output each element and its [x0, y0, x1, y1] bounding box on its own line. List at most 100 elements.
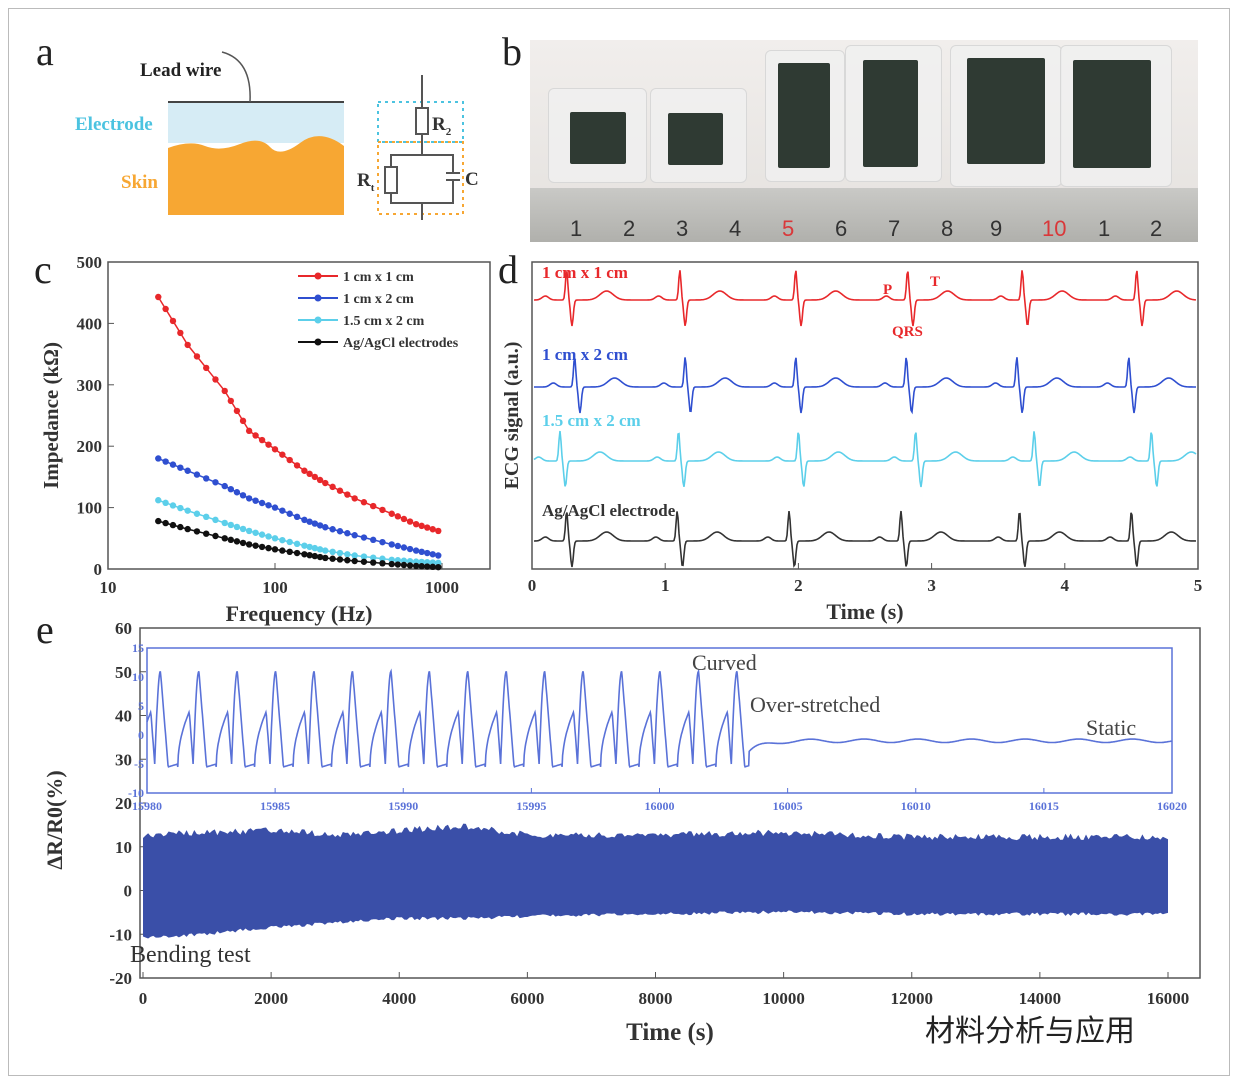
data-point	[351, 552, 358, 559]
data-point	[360, 558, 368, 565]
x-tick-label: 4000	[382, 989, 416, 1008]
data-point	[265, 544, 272, 552]
legend-label: 1 cm x 1 cm	[343, 270, 414, 285]
annotation-t: T	[930, 274, 940, 290]
data-point	[329, 526, 336, 533]
y-tick-label: 100	[77, 499, 103, 518]
data-point	[293, 549, 301, 557]
legend-label: Ag/AgCl electrodes	[343, 336, 459, 351]
electrode-pad-1.5x2	[1073, 60, 1151, 168]
data-point	[394, 561, 402, 568]
data-point	[370, 559, 377, 566]
data-point	[306, 518, 313, 525]
data-point	[400, 561, 408, 569]
legend-marker	[314, 272, 322, 280]
data-point	[233, 523, 241, 531]
plot-frame	[107, 261, 491, 570]
ruler-number: 5	[782, 216, 795, 241]
data-point	[162, 499, 169, 507]
data-point	[271, 546, 279, 553]
ecg-trace-2	[533, 430, 1197, 488]
data-point	[239, 525, 247, 533]
ruler-number: 8	[941, 216, 954, 241]
inset-y-tick-label: 15	[132, 641, 144, 655]
data-point	[271, 504, 279, 511]
data-point	[311, 473, 319, 481]
data-point	[293, 540, 301, 548]
inset-signal	[146, 668, 1172, 768]
data-point	[316, 546, 324, 553]
panel-label-c: c	[34, 247, 52, 292]
data-point	[203, 475, 210, 482]
y-tick-label: 400	[77, 314, 103, 333]
data-point	[252, 542, 259, 549]
ruler-number: 3	[676, 216, 689, 241]
data-point	[212, 376, 219, 383]
data-point	[400, 544, 408, 551]
data-point	[322, 554, 329, 562]
watermark: 材料分析与应用	[925, 1014, 1135, 1049]
svg-text:Rt: Rt	[357, 170, 375, 194]
data-point	[169, 461, 177, 468]
x-tick-label: 2	[794, 576, 803, 595]
data-point	[329, 555, 336, 562]
data-point	[379, 506, 386, 514]
electrode-layer	[168, 103, 344, 143]
x-axis-label: Frequency (Hz)	[226, 601, 373, 626]
data-point	[177, 464, 184, 471]
y-tick-label: 10	[115, 838, 132, 857]
x-axis-label: Time (s)	[826, 599, 903, 624]
data-point	[316, 476, 324, 484]
data-point	[279, 547, 286, 554]
data-point	[293, 513, 301, 521]
data-point	[301, 551, 308, 558]
data-point	[329, 483, 336, 491]
x-tick-label: 8000	[639, 989, 673, 1008]
data-point	[193, 528, 201, 535]
x-tick-label: 0	[528, 576, 537, 595]
x-tick-label: 5	[1194, 576, 1203, 595]
data-point	[388, 541, 395, 548]
data-point	[388, 510, 395, 517]
annotation-qrs: QRS	[892, 324, 923, 340]
series-label: 1.5 cm x 2 cm	[542, 411, 641, 430]
data-point	[424, 563, 431, 570]
y-axis-label: ΔR/R0(%)	[42, 770, 67, 869]
data-point	[227, 536, 235, 544]
data-point	[286, 538, 293, 546]
data-point	[344, 491, 351, 498]
data-point	[193, 353, 201, 360]
legend-label: 1.5 cm x 2 cm	[343, 314, 425, 329]
data-point	[316, 522, 324, 529]
data-point	[412, 562, 420, 570]
data-point	[336, 556, 344, 563]
data-point	[429, 563, 436, 571]
data-point	[306, 551, 313, 559]
ruler-number: 10	[1042, 216, 1067, 241]
data-point	[418, 522, 425, 530]
inset-x-tick-label: 16005	[773, 799, 803, 813]
data-point	[279, 536, 286, 544]
data-point	[239, 417, 247, 425]
data-point	[418, 548, 425, 556]
electrode-pad-1x1	[570, 112, 626, 164]
bending-signal-band	[143, 823, 1168, 939]
data-point	[329, 548, 336, 556]
data-point	[233, 489, 241, 496]
data-point	[394, 513, 402, 520]
series-line-0	[157, 296, 439, 532]
data-point	[203, 530, 210, 537]
data-point	[351, 557, 358, 565]
data-point	[301, 516, 308, 524]
data-point	[212, 532, 219, 540]
data-point	[203, 364, 210, 372]
data-point	[245, 495, 253, 502]
x-tick-label: 12000	[891, 989, 934, 1008]
data-point	[286, 456, 293, 464]
data-point	[351, 532, 358, 539]
x-tick-label: 16000	[1147, 989, 1190, 1008]
data-point	[360, 553, 368, 560]
electrode-label: Electrode	[75, 114, 153, 135]
